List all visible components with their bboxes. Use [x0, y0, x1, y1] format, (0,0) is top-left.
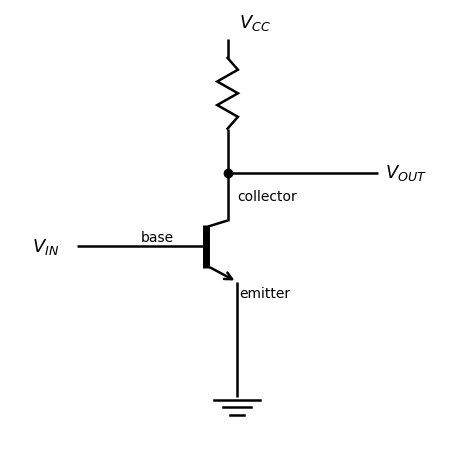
Text: base: base	[140, 231, 173, 245]
Text: $\mathit{V}_{\mathit{IN}}$: $\mathit{V}_{\mathit{IN}}$	[32, 237, 59, 257]
Text: $\mathit{V}_{\mathit{CC}}$: $\mathit{V}_{\mathit{CC}}$	[239, 13, 271, 33]
Text: emitter: emitter	[239, 288, 291, 301]
Text: collector: collector	[237, 190, 297, 204]
Text: $\mathit{V}_{\mathit{OUT}}$: $\mathit{V}_{\mathit{OUT}}$	[385, 164, 428, 183]
